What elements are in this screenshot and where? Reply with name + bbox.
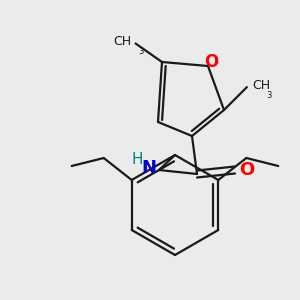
Text: O: O — [239, 161, 255, 179]
Text: N: N — [142, 159, 157, 177]
Text: O: O — [204, 53, 218, 71]
Text: 3: 3 — [266, 91, 271, 100]
Text: 3: 3 — [139, 47, 144, 56]
Text: CH: CH — [252, 79, 270, 92]
Text: H: H — [131, 152, 143, 167]
Text: CH: CH — [113, 35, 131, 48]
